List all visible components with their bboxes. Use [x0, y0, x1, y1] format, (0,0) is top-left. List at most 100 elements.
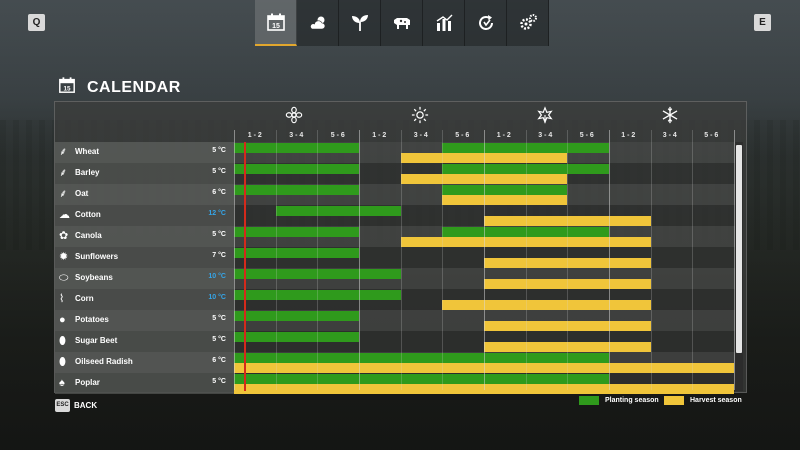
month-label: 3 - 4: [538, 132, 553, 139]
crop-row: ⬮ Sugar Beet 5 °C: [55, 331, 735, 352]
oat-icon: ⸙: [59, 188, 68, 200]
summer-sun-icon: [411, 106, 429, 124]
potato-icon: ●: [59, 314, 66, 326]
planting-season-bar: [234, 248, 359, 258]
crop-name: Potatoes: [75, 315, 109, 324]
crop-germination-temp: 5 °C: [212, 336, 226, 343]
current-date-marker: [244, 142, 246, 391]
tab-crops[interactable]: [339, 0, 381, 46]
poplar-icon: ♠: [59, 377, 65, 389]
grid-line: [234, 130, 235, 390]
crop-name: Sunflowers: [75, 252, 119, 261]
crop-row: ✹ Sunflowers 7 °C: [55, 247, 735, 268]
crop-label-cell: ☁ Cotton 12 °C: [55, 205, 234, 226]
crop-germination-temp: 6 °C: [212, 189, 226, 196]
planting-season-bar: [234, 311, 359, 321]
crop-name: Corn: [75, 294, 94, 303]
grid-line: [442, 130, 444, 390]
tab-finances[interactable]: [465, 0, 507, 46]
plant-icon: [351, 15, 368, 31]
svg-text:15: 15: [63, 85, 71, 92]
tab-animals[interactable]: [381, 0, 423, 46]
harvest-season-bar: [400, 174, 568, 184]
month-label: 1 - 2: [496, 132, 511, 139]
crop-row: ☁ Cotton 12 °C: [55, 205, 735, 226]
planting-season-bar: [234, 269, 401, 279]
crop-label-cell: ⬮ Sugar Beet 5 °C: [55, 331, 234, 352]
season-header: [234, 102, 734, 130]
month-label: 5 - 6: [330, 132, 345, 139]
crop-name: Wheat: [75, 147, 99, 156]
season-bars: [234, 226, 734, 247]
harvest-season-bar: [484, 258, 651, 268]
weather-icon: [309, 16, 325, 30]
planting-season-bar: [234, 353, 609, 363]
crop-germination-temp: 7 °C: [212, 252, 226, 259]
planting-season-bar: [234, 374, 609, 384]
legend-harvest-label: Harvest season: [690, 397, 742, 404]
autumn-leaf-icon: [537, 106, 553, 124]
next-page-key[interactable]: E: [754, 14, 771, 31]
harvest-season-bar: [442, 195, 568, 205]
planting-season-bar: [442, 185, 568, 195]
planting-season-bar: [442, 227, 609, 237]
settings-icon: [519, 14, 537, 30]
month-label: 3 - 4: [413, 132, 428, 139]
planting-season-bar: [234, 143, 359, 153]
winter-snowflake-icon: [662, 106, 678, 124]
season-bars: [234, 268, 734, 289]
harvest-season-bar: [484, 321, 651, 331]
menu-tabs: 15: [255, 0, 549, 46]
harvest-season-bar: [442, 300, 651, 310]
grid-line: [692, 130, 694, 390]
crop-name: Soybeans: [75, 273, 113, 282]
grid-line: [567, 130, 569, 390]
tab-settings[interactable]: [507, 0, 549, 46]
crop-label-cell: ⸙ Wheat 5 °C: [55, 142, 234, 163]
cycle-icon: [478, 15, 493, 30]
crop-germination-temp: 5 °C: [212, 315, 226, 322]
planting-season-bar: [234, 332, 359, 342]
top-nav-bar: Q 15 E: [0, 0, 800, 46]
tab-statistics[interactable]: [423, 0, 465, 46]
sunflower-icon: ✹: [59, 251, 69, 263]
crop-rows: ⸙ Wheat 5 °C ⸙ Barley 5 °C ⸙ Oat 6 °C ☁ Cotton 12 °…: [55, 142, 735, 394]
cow-icon: [393, 18, 410, 29]
page-title: CALENDAR: [87, 79, 181, 96]
planting-season-bar: [442, 143, 609, 153]
crop-name: Sugar Beet: [75, 336, 118, 345]
svg-text:15: 15: [272, 23, 280, 30]
season-bars: [234, 310, 734, 331]
month-label: 5 - 6: [455, 132, 470, 139]
back-label: BACK: [74, 401, 98, 410]
month-label: 3 - 4: [289, 132, 304, 139]
crop-row: ⸙ Oat 6 °C: [55, 184, 735, 205]
season-bars: [234, 289, 734, 310]
barley-icon: ⸙: [59, 167, 68, 179]
planting-season-bar: [234, 290, 401, 300]
harvest-season-bar: [400, 237, 651, 247]
scrollbar-thumb[interactable]: [736, 145, 742, 353]
crop-name: Cotton: [75, 210, 101, 219]
planting-season-bar: [234, 164, 359, 174]
tab-calendar[interactable]: 15: [255, 0, 297, 46]
grid-line: [525, 130, 527, 390]
month-label: 1 - 2: [372, 132, 387, 139]
crop-row: ⬮ Oilseed Radish 6 °C: [55, 352, 735, 373]
crop-label-cell: ⸙ Barley 5 °C: [55, 163, 234, 184]
prev-page-key[interactable]: Q: [28, 14, 45, 31]
grid-line: [650, 130, 652, 390]
legend-planting-swatch: [579, 396, 599, 405]
legend-harvest-swatch: [664, 396, 684, 405]
harvest-season-bar: [484, 342, 651, 352]
legend-planting: Planting season: [579, 396, 659, 405]
crop-name: Canola: [75, 231, 102, 240]
crop-row: ✿ Canola 5 °C: [55, 226, 735, 247]
crop-label-cell: ⌇ Corn 10 °C: [55, 289, 234, 310]
crop-label-cell: ✿ Canola 5 °C: [55, 226, 234, 247]
tab-weather[interactable]: [297, 0, 339, 46]
month-label: 3 - 4: [662, 132, 677, 139]
crop-name: Oilseed Radish: [75, 357, 133, 366]
esc-key[interactable]: ESC: [55, 399, 70, 412]
back-button[interactable]: ESC BACK: [55, 399, 97, 412]
